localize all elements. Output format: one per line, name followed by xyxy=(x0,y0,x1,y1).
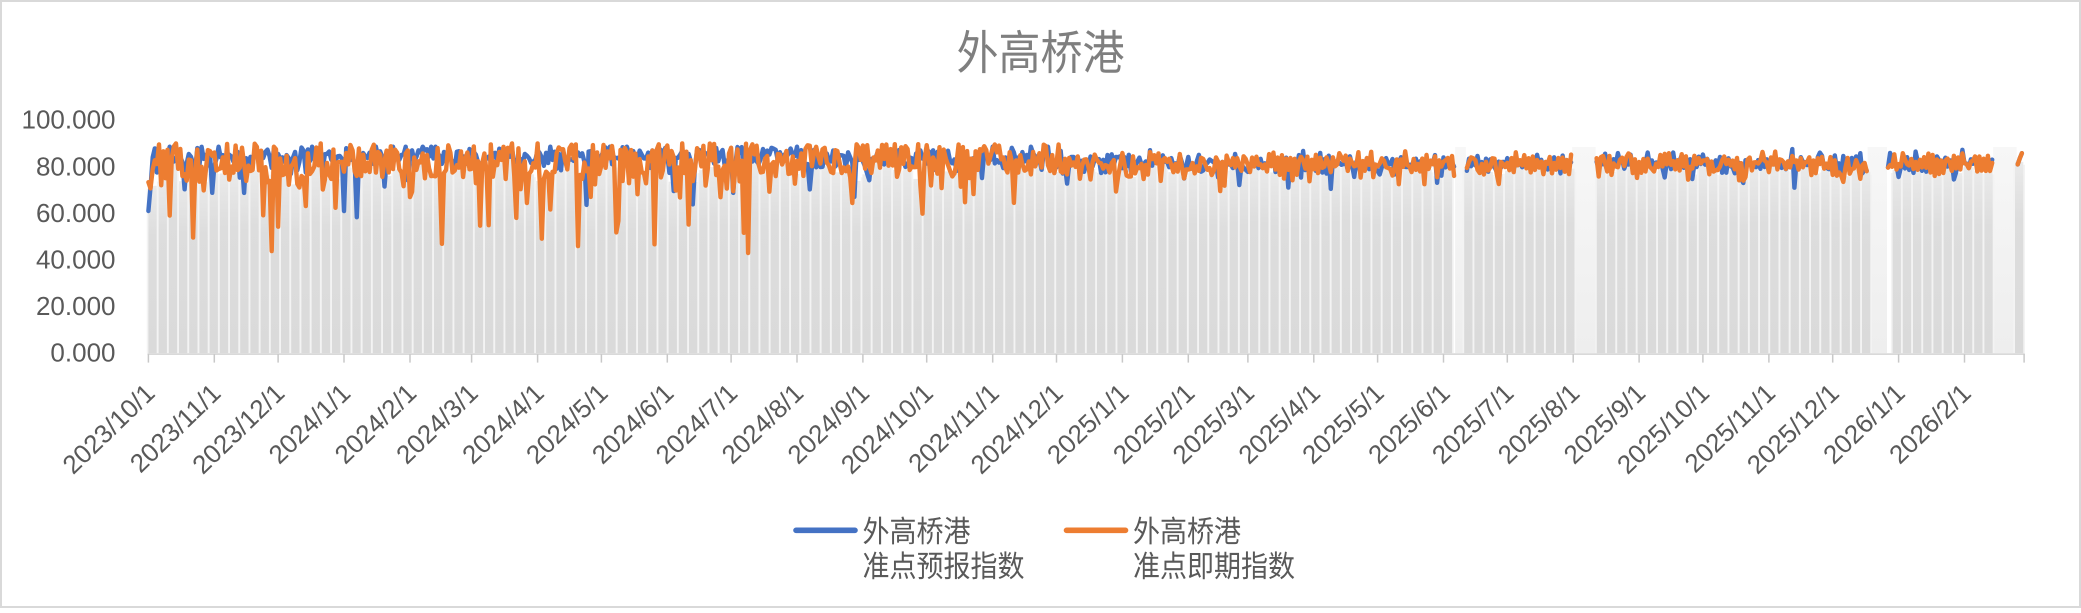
svg-text:80.000: 80.000 xyxy=(36,151,116,181)
svg-text:0.000: 0.000 xyxy=(50,338,115,368)
svg-text:100.000: 100.000 xyxy=(22,105,116,135)
svg-text:20.000: 20.000 xyxy=(36,291,116,321)
svg-text:40.000: 40.000 xyxy=(36,245,116,275)
svg-text:60.000: 60.000 xyxy=(36,198,116,228)
